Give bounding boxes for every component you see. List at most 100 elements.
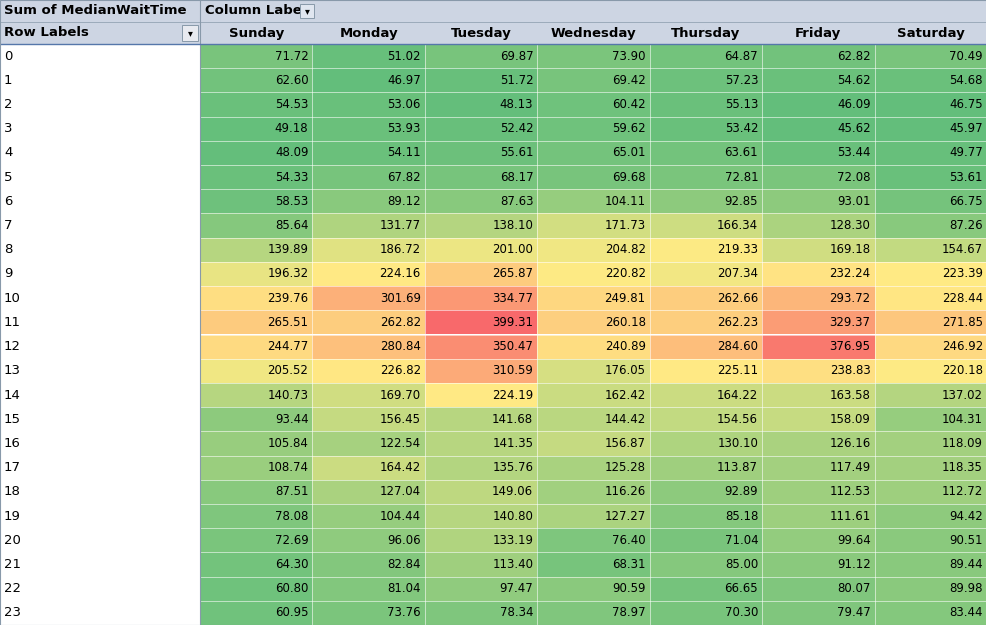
Text: 239.76: 239.76 — [267, 292, 308, 304]
Text: 113.40: 113.40 — [492, 558, 532, 571]
Text: 128.30: 128.30 — [829, 219, 870, 232]
Text: Sum of MedianWaitTime: Sum of MedianWaitTime — [4, 4, 186, 18]
Text: 156.87: 156.87 — [604, 437, 645, 450]
Text: Sunday: Sunday — [229, 26, 284, 39]
Text: 16: 16 — [4, 437, 21, 450]
Text: 116.26: 116.26 — [603, 486, 645, 498]
Text: 87.63: 87.63 — [499, 195, 532, 208]
Text: 11: 11 — [4, 316, 21, 329]
Text: 94.42: 94.42 — [949, 509, 982, 522]
Text: 60.95: 60.95 — [275, 606, 308, 619]
Text: 104.44: 104.44 — [380, 509, 420, 522]
Text: 78.97: 78.97 — [611, 606, 645, 619]
Text: 133.19: 133.19 — [492, 534, 532, 547]
Text: 55.61: 55.61 — [499, 146, 532, 159]
Text: 240.89: 240.89 — [604, 340, 645, 353]
Text: 59.62: 59.62 — [611, 122, 645, 135]
Text: 90.51: 90.51 — [949, 534, 982, 547]
Text: 112.72: 112.72 — [941, 486, 982, 498]
Text: 51.02: 51.02 — [387, 49, 420, 62]
Text: 82.84: 82.84 — [387, 558, 420, 571]
Text: 232.24: 232.24 — [828, 268, 870, 281]
Text: 111.61: 111.61 — [828, 509, 870, 522]
Text: 80.07: 80.07 — [836, 582, 870, 595]
Text: 85.18: 85.18 — [724, 509, 757, 522]
Text: 46.75: 46.75 — [949, 98, 982, 111]
Text: 72.69: 72.69 — [274, 534, 308, 547]
Text: 69.42: 69.42 — [611, 74, 645, 87]
Text: 334.77: 334.77 — [492, 292, 532, 304]
Text: 3: 3 — [4, 122, 13, 135]
Text: 246.92: 246.92 — [941, 340, 982, 353]
Text: 112.53: 112.53 — [828, 486, 870, 498]
Text: 144.42: 144.42 — [603, 412, 645, 426]
Text: 14: 14 — [4, 389, 21, 401]
Text: 49.77: 49.77 — [949, 146, 982, 159]
Text: 2: 2 — [4, 98, 13, 111]
Text: 118.09: 118.09 — [941, 437, 982, 450]
Text: 105.84: 105.84 — [267, 437, 308, 450]
Text: ▾: ▾ — [187, 28, 192, 38]
Text: 10: 10 — [4, 292, 21, 304]
Text: 54.33: 54.33 — [275, 171, 308, 184]
Text: 176.05: 176.05 — [604, 364, 645, 378]
Text: 57.23: 57.23 — [724, 74, 757, 87]
Text: 262.23: 262.23 — [716, 316, 757, 329]
Text: 265.51: 265.51 — [267, 316, 308, 329]
Text: 137.02: 137.02 — [941, 389, 982, 401]
Text: 224.19: 224.19 — [492, 389, 532, 401]
Text: 223.39: 223.39 — [941, 268, 982, 281]
Text: 138.10: 138.10 — [492, 219, 532, 232]
Text: 79.47: 79.47 — [836, 606, 870, 619]
Text: 113.87: 113.87 — [717, 461, 757, 474]
Text: 76.40: 76.40 — [611, 534, 645, 547]
Text: 53.93: 53.93 — [387, 122, 420, 135]
Text: 46.09: 46.09 — [836, 98, 870, 111]
Text: 207.34: 207.34 — [717, 268, 757, 281]
Text: 91.12: 91.12 — [836, 558, 870, 571]
Text: 23: 23 — [4, 606, 21, 619]
Text: 171.73: 171.73 — [604, 219, 645, 232]
Text: 5: 5 — [4, 171, 13, 184]
Text: 141.68: 141.68 — [492, 412, 532, 426]
Text: 78.34: 78.34 — [499, 606, 532, 619]
Text: 204.82: 204.82 — [604, 243, 645, 256]
Text: 126.16: 126.16 — [828, 437, 870, 450]
Text: 54.68: 54.68 — [949, 74, 982, 87]
Text: 1: 1 — [4, 74, 13, 87]
Text: 72.81: 72.81 — [724, 171, 757, 184]
Text: 329.37: 329.37 — [828, 316, 870, 329]
Text: 46.97: 46.97 — [387, 74, 420, 87]
Text: Monday: Monday — [339, 26, 397, 39]
Text: 83.44: 83.44 — [949, 606, 982, 619]
Text: 127.04: 127.04 — [380, 486, 420, 498]
Text: 70.30: 70.30 — [724, 606, 757, 619]
Text: 135.76: 135.76 — [492, 461, 532, 474]
Text: 89.98: 89.98 — [949, 582, 982, 595]
Text: 13: 13 — [4, 364, 21, 378]
Text: Friday: Friday — [795, 26, 841, 39]
Text: 301.69: 301.69 — [380, 292, 420, 304]
Text: 15: 15 — [4, 412, 21, 426]
Text: Thursday: Thursday — [670, 26, 740, 39]
Text: 62.82: 62.82 — [836, 49, 870, 62]
Text: 238.83: 238.83 — [829, 364, 870, 378]
Text: 350.47: 350.47 — [492, 340, 532, 353]
Text: 284.60: 284.60 — [717, 340, 757, 353]
Text: 89.12: 89.12 — [387, 195, 420, 208]
Text: 220.18: 220.18 — [941, 364, 982, 378]
Text: 130.10: 130.10 — [717, 437, 757, 450]
Text: 244.77: 244.77 — [267, 340, 308, 353]
Text: 220.82: 220.82 — [604, 268, 645, 281]
Text: 265.87: 265.87 — [492, 268, 532, 281]
Text: 186.72: 186.72 — [380, 243, 420, 256]
Text: 54.62: 54.62 — [836, 74, 870, 87]
Text: 92.89: 92.89 — [724, 486, 757, 498]
Text: Saturday: Saturday — [896, 26, 963, 39]
Text: 104.11: 104.11 — [604, 195, 645, 208]
Text: 163.58: 163.58 — [829, 389, 870, 401]
Text: 87.51: 87.51 — [275, 486, 308, 498]
Text: 122.54: 122.54 — [380, 437, 420, 450]
Text: 49.18: 49.18 — [274, 122, 308, 135]
Text: 93.44: 93.44 — [274, 412, 308, 426]
